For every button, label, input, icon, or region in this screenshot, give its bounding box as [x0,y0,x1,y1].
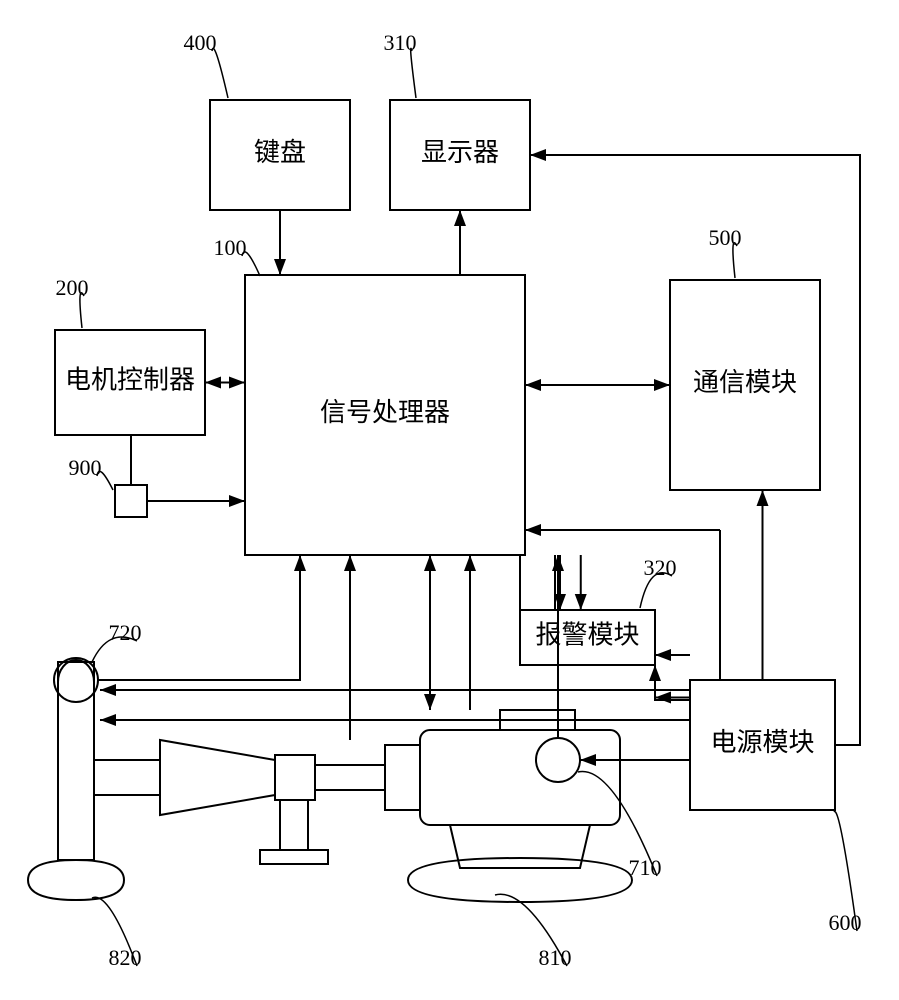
ref-310: 310 [384,30,417,55]
ref-810: 810 [539,945,572,970]
ref-710: 710 [629,855,662,880]
comm-label: 通信模块 [693,368,797,397]
keyboard-label: 键盘 [254,138,306,167]
ref-320: 320 [644,555,677,580]
alarm-label: 报警模块 [535,620,639,649]
ref-900: 900 [69,455,102,480]
signal_proc-label: 信号处理器 [320,398,450,427]
power-label: 电源模块 [710,728,814,757]
ref-820: 820 [109,945,142,970]
motor_sensor-circle [536,738,580,782]
leader-400 [212,48,228,98]
ref-600: 600 [829,910,862,935]
ref-720: 720 [109,620,142,645]
small_box-box [115,485,147,517]
display-label: 显示器 [421,138,499,167]
leader-310 [411,48,416,98]
bearing_sensor-circle [54,658,98,702]
ref-200: 200 [56,275,89,300]
bearing-device [28,660,124,900]
ref-400: 400 [184,30,217,55]
ref-100: 100 [214,235,247,260]
ref-500: 500 [709,225,742,250]
motor_ctrl-label: 电机控制器 [65,365,195,394]
